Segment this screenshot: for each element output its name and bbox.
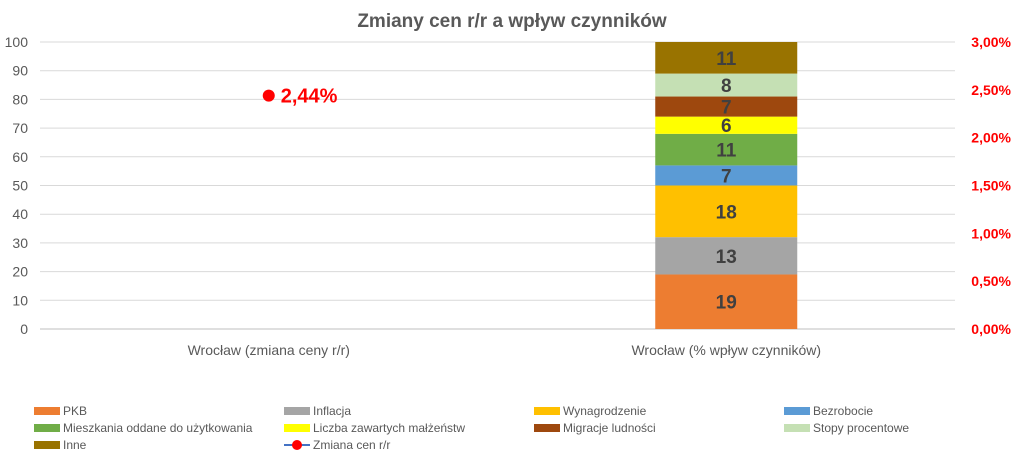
y-tick-label: 20	[12, 264, 28, 280]
y-tick-label: 50	[12, 178, 28, 194]
legend-item: Bezrobocie	[784, 403, 873, 419]
legend-item: Migracje ludności	[534, 420, 656, 436]
y2-tick-label: 2,50%	[971, 82, 1011, 98]
bar-segment-inne	[655, 42, 798, 74]
y-tick-label: 80	[12, 91, 28, 107]
legend-swatch	[284, 424, 310, 432]
legend-swatch	[784, 424, 810, 432]
bar-segment-label: 11	[716, 49, 737, 70]
y-tick-label: 70	[12, 120, 28, 136]
y-tick-label: 100	[5, 34, 29, 50]
legend-item: PKB	[34, 403, 87, 419]
y2-tick-label: 0,50%	[971, 273, 1011, 289]
y2-tick-label: 0,00%	[971, 321, 1011, 337]
y2-tick-label: 2,00%	[971, 130, 1011, 146]
legend-label: PKB	[63, 404, 88, 418]
y-tick-label: 30	[12, 235, 28, 251]
bar-segment-inflacja	[655, 237, 798, 275]
chart-title: Zmiany cen r/r a wpływ czynników	[357, 11, 667, 32]
bar-segment-pkb	[655, 274, 798, 329]
y-tick-label: 60	[12, 149, 28, 165]
y-tick-label: 10	[12, 292, 28, 308]
y2-tick-label: 1,00%	[971, 225, 1011, 241]
legend-item: Inne	[34, 437, 86, 453]
bar-segment-label: 6	[721, 116, 732, 137]
bar-segment-mieszkania-oddane-do-u-ytkowania	[655, 133, 798, 166]
bar-segment-label: 18	[716, 202, 737, 223]
legend-label: Zmiana cen r/r	[313, 438, 391, 452]
bar-segment-label: 8	[721, 76, 732, 97]
legend-item: Mieszkania oddane do użytkowania	[34, 420, 252, 436]
legend-item: Stopy procentowe	[784, 420, 909, 436]
bar-segment-migracje-ludno-ci	[655, 96, 798, 117]
bar-segment-label: 7	[721, 98, 732, 119]
bar-segment-label: 13	[716, 247, 737, 268]
bar-segment-label: 19	[716, 293, 737, 314]
line-point-zmiana-cen	[262, 89, 275, 102]
y2-tick-label: 1,50%	[971, 178, 1011, 194]
y-tick-label: 0	[20, 321, 28, 337]
legend-swatch	[34, 424, 60, 432]
legend-label: Liczba zawartych małżeństw	[313, 421, 466, 435]
bar-segment-label: 7	[721, 166, 732, 187]
legend-swatch	[284, 407, 310, 415]
legend-item: Liczba zawartych małżeństw	[284, 420, 465, 436]
x-category-label: Wrocław (% wpływ czynników)	[631, 342, 821, 358]
chart: Zmiany cen r/r a wpływ czynników 0 10 20 30 4…	[5, 11, 1012, 358]
bar-segment-wynagrodzenie	[655, 185, 798, 238]
x-category-label: Wrocław (zmiana ceny r/r)	[188, 342, 350, 358]
y2-tick-label: 3,00%	[971, 34, 1011, 50]
legend-item: Zmiana cen r/r	[284, 437, 390, 453]
bar-segment-stopy-procentowe	[655, 73, 798, 97]
legend-label: Inflacja	[313, 404, 352, 418]
legend-swatch	[34, 441, 60, 449]
legend-item: Inflacja	[284, 403, 351, 419]
bar-segment-bezrobocie	[655, 165, 798, 186]
legend-swatch	[784, 407, 810, 415]
line-point-label: 2,44%	[281, 86, 338, 108]
legend-label: Bezrobocie	[813, 404, 874, 418]
bar-segment-label: 11	[716, 141, 737, 162]
legend-label: Mieszkania oddane do użytkowania	[63, 421, 253, 435]
legend-swatch	[284, 440, 310, 450]
legend-swatch	[34, 407, 60, 415]
legend: PKB Inflacja Wynagrodzenie Bezrobocie Mieszk…	[0, 400, 1024, 456]
bar-segment-liczba-zawartych-ma-e-stw	[655, 116, 798, 134]
legend-label: Wynagrodzenie	[563, 404, 647, 418]
legend-label: Stopy procentowe	[813, 421, 910, 435]
y-tick-label: 40	[12, 206, 28, 222]
legend-swatch	[534, 424, 560, 432]
legend-label: Inne	[63, 438, 87, 452]
legend-item: Wynagrodzenie	[534, 403, 646, 419]
y-tick-label: 90	[12, 63, 28, 79]
legend-label: Migracje ludności	[563, 421, 656, 435]
legend-swatch	[534, 407, 560, 415]
